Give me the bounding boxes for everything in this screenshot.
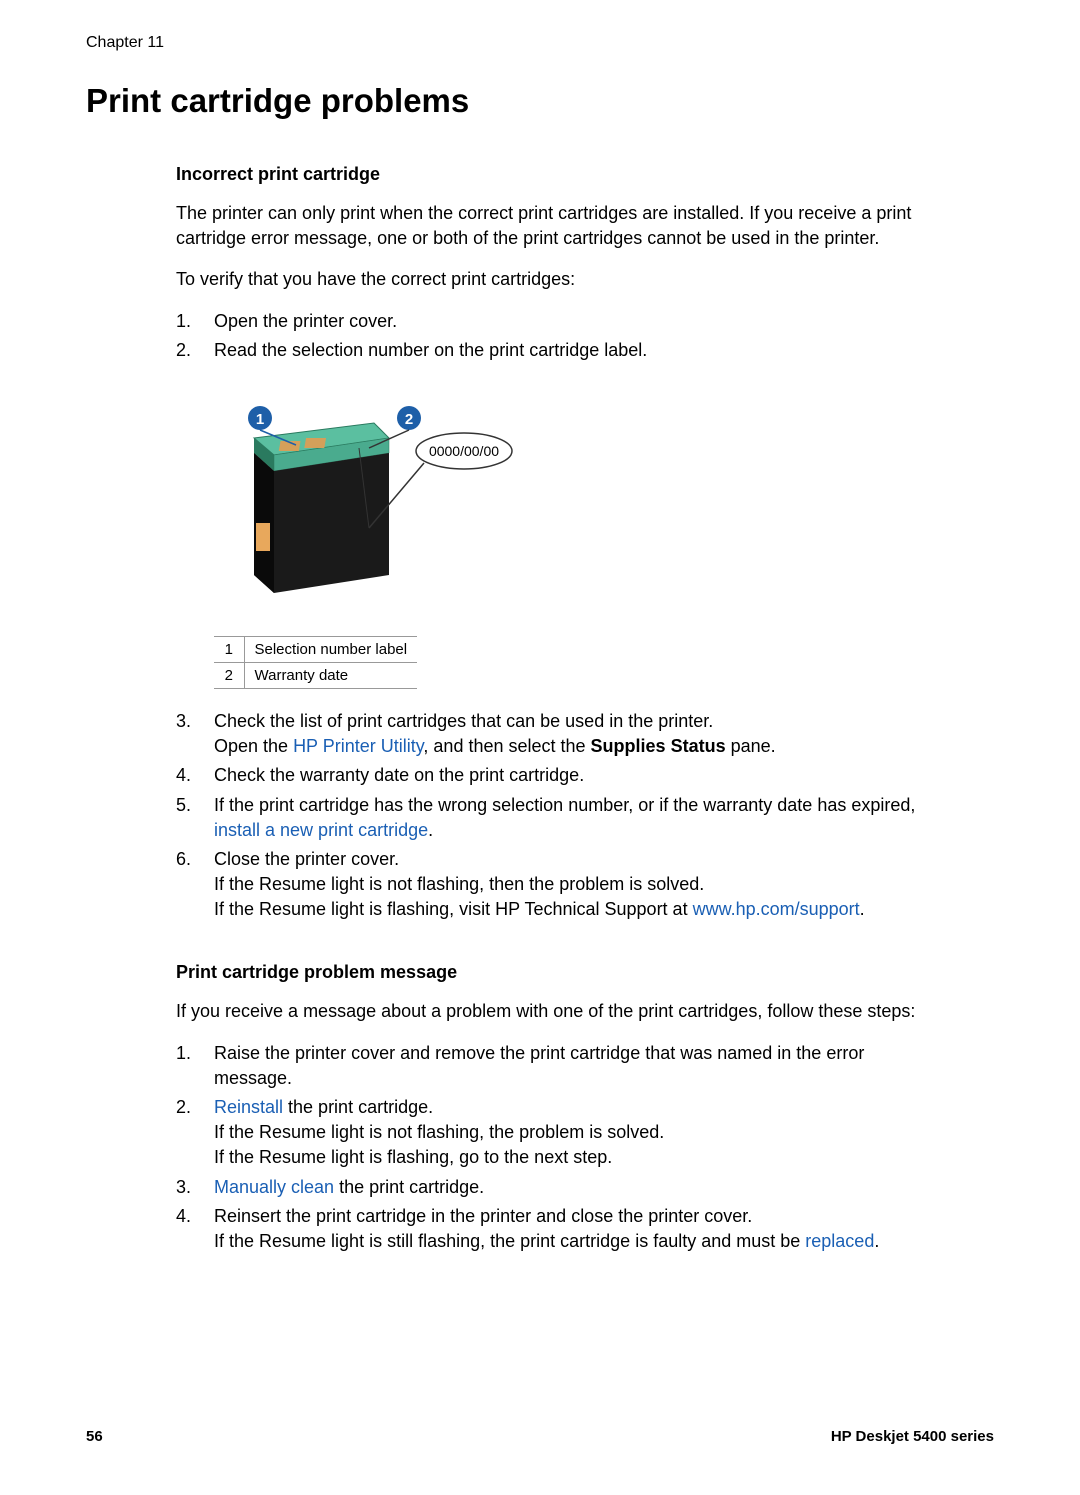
legend-row-2: 2 Warranty date: [214, 662, 417, 688]
hp-printer-utility-link[interactable]: HP Printer Utility: [293, 736, 423, 756]
replaced-link[interactable]: replaced: [805, 1231, 874, 1251]
manually-clean-link[interactable]: Manually clean: [214, 1177, 334, 1197]
s2-step-2b: If the Resume light is not flashing, the…: [214, 1122, 664, 1142]
step-3b-mid: , and then select the: [423, 736, 590, 756]
cartridge-illustration: 1 2 0000/00/00: [214, 393, 524, 623]
section2-heading: Print cartridge problem message: [176, 962, 916, 983]
legend-row-1-text: Selection number label: [244, 636, 417, 662]
s2-step-4b-post: .: [874, 1231, 879, 1251]
step-5a: If the print cartridge has the wrong sel…: [214, 795, 915, 815]
step-3: Check the list of print cartridges that …: [176, 709, 916, 759]
content-block: Incorrect print cartridge The printer ca…: [176, 164, 916, 1254]
step-1: Open the printer cover.: [176, 309, 916, 334]
bubble-text: 0000/00/00: [429, 443, 499, 459]
section1-para1: The printer can only print when the corr…: [176, 201, 916, 251]
s2-step-4: Reinsert the print cartridge in the prin…: [176, 1204, 916, 1254]
step-6: Close the printer cover. If the Resume l…: [176, 847, 916, 923]
reinstall-link[interactable]: Reinstall: [214, 1097, 283, 1117]
step-5b: .: [428, 820, 433, 840]
legend-row-2-text: Warranty date: [244, 662, 417, 688]
step-3b-post: pane.: [726, 736, 776, 756]
s2-step-3a: the print cartridge.: [334, 1177, 484, 1197]
chapter-header: Chapter 11: [86, 34, 994, 52]
legend-row-1: 1 Selection number label: [214, 636, 417, 662]
s2-step-2a: the print cartridge.: [283, 1097, 433, 1117]
product-series: HP Deskjet 5400 series: [831, 1428, 994, 1445]
section2-para1: If you receive a message about a problem…: [176, 999, 916, 1024]
s2-step-3: Manually clean the print cartridge.: [176, 1175, 916, 1200]
step-5: If the print cartridge has the wrong sel…: [176, 793, 916, 843]
step-2: Read the selection number on the print c…: [176, 338, 916, 363]
step-4: Check the warranty date on the print car…: [176, 763, 916, 788]
section1-para2: To verify that you have the correct prin…: [176, 267, 916, 292]
step-6b: If the Resume light is not flashing, the…: [214, 874, 704, 894]
section1-heading: Incorrect print cartridge: [176, 164, 916, 185]
supplies-status-bold: Supplies Status: [591, 736, 726, 756]
s2-step-4b-pre: If the Resume light is still flashing, t…: [214, 1231, 805, 1251]
page-footer: 56 HP Deskjet 5400 series: [86, 1428, 994, 1445]
figure-legend-table: 1 Selection number label 2 Warranty date: [214, 636, 417, 689]
section2-steps: Raise the printer cover and remove the p…: [176, 1041, 916, 1255]
section1-steps-b: Check the list of print cartridges that …: [176, 709, 916, 923]
callout-1-text: 1: [256, 411, 264, 428]
step-6c-post: .: [860, 899, 865, 919]
s2-step-2c: If the Resume light is flashing, go to t…: [214, 1147, 612, 1167]
legend-row-2-num: 2: [214, 662, 244, 688]
step-6a: Close the printer cover.: [214, 849, 399, 869]
page-number: 56: [86, 1428, 103, 1445]
step-3b-pre: Open the: [214, 736, 293, 756]
cartridge-figure: 1 2 0000/00/00 1 Selection number label …: [214, 393, 916, 689]
legend-row-1-num: 1: [214, 636, 244, 662]
s2-step-4a: Reinsert the print cartridge in the prin…: [214, 1206, 752, 1226]
step-6c-pre: If the Resume light is flashing, visit H…: [214, 899, 693, 919]
callout-2-text: 2: [405, 411, 413, 428]
section1-steps-a: Open the printer cover. Read the selecti…: [176, 309, 916, 363]
step-3a: Check the list of print cartridges that …: [214, 711, 713, 731]
s2-step-2: Reinstall the print cartridge. If the Re…: [176, 1095, 916, 1171]
page-title: Print cartridge problems: [86, 82, 994, 120]
hp-support-link[interactable]: www.hp.com/support: [693, 899, 860, 919]
s2-step-1: Raise the printer cover and remove the p…: [176, 1041, 916, 1091]
install-new-cartridge-link[interactable]: install a new print cartridge: [214, 820, 428, 840]
